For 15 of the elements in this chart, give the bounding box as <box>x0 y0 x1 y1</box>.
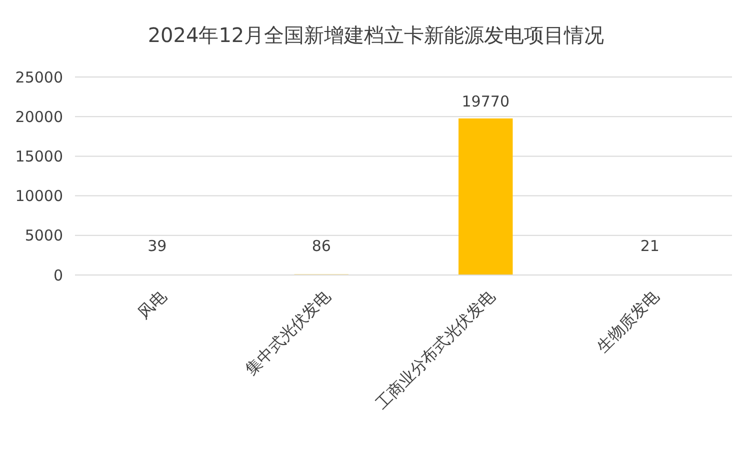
y-tick-label: 5000 <box>24 226 63 245</box>
y-tick-label: 0 <box>53 266 63 284</box>
y-tick-label: 10000 <box>15 187 63 206</box>
y-tick-label: 20000 <box>15 108 63 126</box>
data-label: 19770 <box>462 92 510 110</box>
x-tick-label: 工商业分布式光伏发电 <box>372 286 498 413</box>
x-tick-label: 集中式光伏发电 <box>242 286 334 379</box>
y-tick-label: 25000 <box>15 68 63 86</box>
data-label: 21 <box>640 237 660 255</box>
data-label: 39 <box>148 237 167 255</box>
y-tick-label: 15000 <box>15 147 63 166</box>
chart-title: 2024年12月全国新增建档立卡新能源发电项目情况 <box>148 23 604 47</box>
data-label: 86 <box>312 237 331 255</box>
x-tick-label: 风电 <box>134 286 170 322</box>
x-tick-label: 生物质发电 <box>592 286 663 356</box>
